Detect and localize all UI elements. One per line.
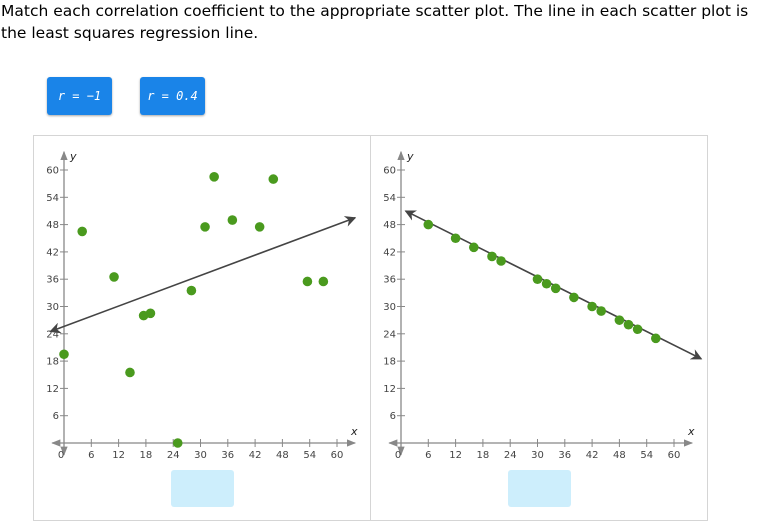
data-point: [268, 174, 279, 184]
data-point: [541, 278, 552, 289]
data-point: [450, 233, 461, 244]
y-tick-label: 12: [46, 384, 59, 395]
y-tick-label: 30: [383, 302, 396, 313]
y-tick-label: 54: [46, 193, 59, 204]
y-axis-label: y: [406, 150, 414, 163]
x-tick-label: 24: [504, 450, 517, 461]
scatter-plot-2: 0 6 12 18 24 30 36 42 48 54 60 6 12 18 24 30 36 42 48 54 60 x…: [371, 136, 707, 520]
data-point: [469, 242, 479, 253]
y-tick-label: 60: [46, 166, 59, 177]
x-tick-label: 30: [531, 450, 544, 461]
x-tick-label: 54: [640, 450, 653, 461]
panel-divider: [370, 136, 371, 520]
data-point: [125, 367, 135, 378]
instructions: Match each correlation coefficient to th…: [1, 2, 749, 42]
x-axis-label: x: [350, 425, 358, 438]
scatter-plot-1-svg: 0 6 12 18 24 30 36 42 48 54 60 6 12 18 24 30 36 42 48 54 60 x…: [46, 150, 358, 461]
data-point: [487, 251, 497, 262]
x-tick-label: 18: [477, 450, 490, 461]
data-point: [623, 319, 634, 330]
y-tick-label: 48: [383, 220, 396, 231]
regression-line: [49, 216, 357, 334]
x-tick-label: 60: [331, 450, 344, 461]
y-tick-label: 12: [383, 384, 396, 395]
x-tick-label: 12: [449, 450, 462, 461]
data-point: [302, 276, 313, 287]
x-tick-label: 54: [303, 450, 316, 461]
data-point: [423, 219, 434, 230]
y-tick-label: 6: [390, 411, 396, 422]
x-tick-label: 12: [112, 450, 125, 461]
x-tick-label: 60: [668, 450, 681, 461]
y-tick-label: 42: [383, 247, 396, 258]
data-point: [496, 256, 506, 266]
y-tick-label: 54: [383, 193, 396, 204]
data-point: [254, 222, 265, 232]
y-tick-label: 24: [383, 329, 396, 340]
y-axis-label: y: [69, 150, 77, 163]
data-point: [532, 274, 543, 284]
y-tick-label: 48: [46, 220, 59, 231]
x-tick-label: 48: [613, 450, 626, 461]
data-point: [318, 276, 329, 287]
data-point: [632, 324, 643, 335]
data-point: [200, 222, 210, 232]
y-tick-label: 18: [383, 357, 396, 368]
y-tick-label: 6: [53, 411, 59, 422]
data-point: [109, 272, 119, 282]
scatter-plots-panel: 0 6 12 18 24 30 36 42 48 54 60 6 12 18 24 30 36 42 48 54 60 x…: [33, 135, 708, 521]
x-tick-label: 18: [140, 450, 153, 461]
x-tick-label: 42: [249, 450, 262, 461]
y-tick-label: 30: [46, 302, 59, 313]
data-point: [227, 215, 238, 225]
x-tick-label: 36: [558, 450, 571, 461]
data-point: [596, 306, 606, 316]
x-tick-label: 36: [221, 450, 234, 461]
scatter-plot-1: 0 6 12 18 24 30 36 42 48 54 60 6 12 18 24 30 36 42 48 54 60 x…: [34, 136, 370, 520]
y-tick-label: 42: [46, 247, 59, 258]
x-tick-label: 30: [194, 450, 207, 461]
x-tick-label: 0: [58, 450, 64, 461]
x-tick-label: 6: [425, 450, 431, 461]
y-tick-label: 24: [46, 329, 59, 340]
data-point: [77, 226, 87, 237]
data-point: [550, 283, 561, 294]
data-point: [209, 172, 219, 182]
x-tick-label: 42: [586, 450, 599, 461]
scatter-plot-2-svg: 0 6 12 18 24 30 36 42 48 54 60 6 12 18 24 30 36 42 48 54 60 x…: [383, 150, 703, 461]
drop-zone-plot-1[interactable]: [171, 470, 234, 507]
data-point: [569, 292, 579, 303]
y-tick-label: 36: [383, 275, 396, 286]
x-axis-label: x: [687, 425, 695, 438]
x-tick-label: 6: [88, 450, 94, 461]
x-tick-label: 24: [167, 450, 180, 461]
tile-r-0-4[interactable]: r = 0.4: [140, 77, 205, 115]
drop-zone-plot-2[interactable]: [508, 470, 571, 507]
data-point: [651, 333, 661, 344]
data-point: [172, 438, 183, 448]
y-tick-label: 18: [46, 357, 59, 368]
tile-r-negative-one[interactable]: r = −1: [47, 77, 112, 115]
data-point: [145, 308, 156, 319]
data-point: [186, 285, 197, 296]
data-point: [614, 315, 625, 325]
y-tick-label: 36: [46, 275, 59, 286]
x-tick-label: 0: [395, 450, 401, 461]
y-tick-label: 60: [383, 166, 396, 177]
data-point: [587, 301, 597, 312]
data-point: [59, 349, 69, 360]
x-tick-label: 48: [276, 450, 289, 461]
